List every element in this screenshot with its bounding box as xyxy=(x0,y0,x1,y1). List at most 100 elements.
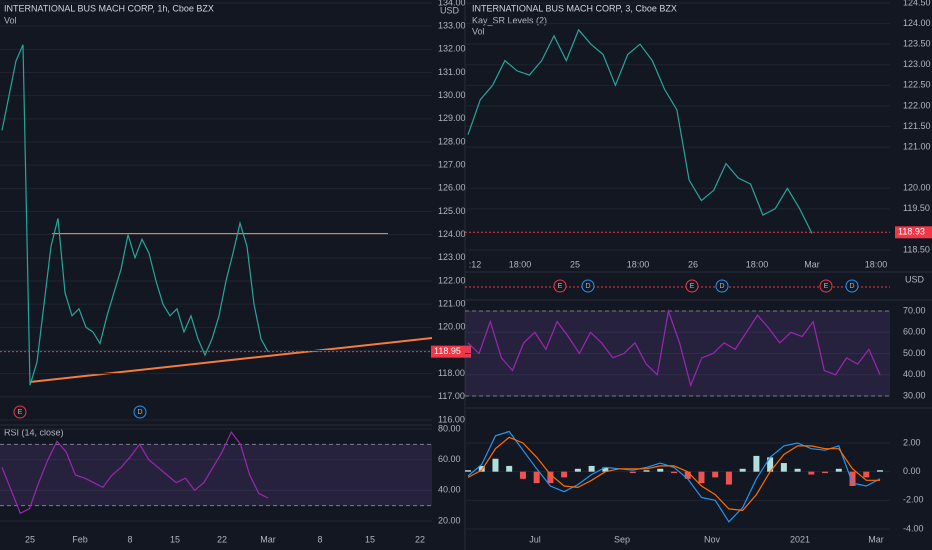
price-label: 118.95 xyxy=(434,346,461,356)
y-tick-label: 123.00 xyxy=(903,59,931,69)
y-tick-label: -4.00 xyxy=(903,523,924,533)
rsi-band xyxy=(465,311,890,396)
histogram-bar xyxy=(698,471,705,484)
series-line xyxy=(1,430,269,515)
rsi-label: RSI (14, close) xyxy=(4,427,64,437)
y-tick-label: 30.00 xyxy=(903,390,926,400)
x-tick-label: 18:00 xyxy=(509,259,532,269)
y-tick-label: 132.00 xyxy=(438,44,466,54)
x-tick-label: Mar xyxy=(804,259,820,269)
histogram-bar xyxy=(588,465,595,472)
event-label: D xyxy=(719,283,724,290)
histogram-bar xyxy=(671,471,677,474)
x-tick-label: 25 xyxy=(570,259,580,269)
event-label: D xyxy=(137,409,142,416)
y-tick-label: 127.00 xyxy=(438,160,466,170)
series-line xyxy=(1,44,269,386)
event-marker xyxy=(553,279,567,293)
y-tick-label: 60.00 xyxy=(903,327,926,337)
y-tick-label: 118.00 xyxy=(438,368,465,378)
y-tick-label: 124.50 xyxy=(903,0,931,7)
histogram-bar xyxy=(643,470,650,472)
y-tick-label: 134.00 xyxy=(438,0,466,7)
y-tick-label: 120.00 xyxy=(903,183,931,193)
rsi-band xyxy=(0,444,432,506)
event-label: E xyxy=(690,283,695,290)
histogram-bar xyxy=(492,458,499,472)
y-tick-label: 116.00 xyxy=(438,414,465,424)
y-tick-label: 123.50 xyxy=(903,39,931,49)
histogram-bar xyxy=(533,471,540,484)
histogram-bar xyxy=(684,471,691,479)
histogram-bar xyxy=(478,465,485,472)
y-tick-label: 60.00 xyxy=(438,454,461,464)
x-tick-label: Mar xyxy=(260,534,276,544)
x-tick-label: Mar xyxy=(868,534,884,544)
price-label: 118.93 xyxy=(898,227,925,237)
price-tag xyxy=(895,226,932,239)
y-tick-label: 120.00 xyxy=(438,322,466,332)
series-line xyxy=(467,308,881,388)
histogram-bar xyxy=(739,468,746,472)
y-tick-label: 40.00 xyxy=(903,369,926,379)
y-tick-label: 121.50 xyxy=(903,121,931,131)
y-tick-label: 129.00 xyxy=(438,113,466,123)
histogram-bar xyxy=(574,468,581,472)
left-title: INTERNATIONAL BUS MACH CORP, 1h, Cboe BZ… xyxy=(4,3,214,13)
histogram-bar xyxy=(849,471,856,486)
histogram-bar xyxy=(519,471,526,479)
y-tick-label: 0.00 xyxy=(903,466,921,476)
histogram-bar xyxy=(877,470,883,472)
event-label: E xyxy=(558,283,563,290)
histogram-bar xyxy=(780,463,787,472)
y-tick-label: 130.00 xyxy=(438,90,466,100)
histogram-bar xyxy=(725,471,732,485)
y-tick-label: 124.00 xyxy=(903,18,931,28)
y-tick-label: 119.50 xyxy=(903,203,930,213)
y-tick-label: 126.00 xyxy=(438,183,466,193)
x-tick-label: 22 xyxy=(217,534,227,544)
y-tick-label: 133.00 xyxy=(438,21,466,31)
x-tick-label: 25 xyxy=(25,534,35,544)
x-tick-label: 8 xyxy=(317,534,322,544)
y-tick-label: 122.50 xyxy=(903,80,931,90)
y-tick-label: 122.00 xyxy=(903,100,931,110)
event-label: E xyxy=(18,409,23,416)
event-label: E xyxy=(824,283,829,290)
y-tick-label: 70.00 xyxy=(903,305,926,315)
histogram-bar xyxy=(808,471,815,475)
histogram-bar xyxy=(835,468,842,472)
event-marker xyxy=(133,405,147,419)
y-tick-label: 118.50 xyxy=(903,244,930,254)
x-tick-label: 8 xyxy=(127,534,132,544)
x-tick-label: 18:00 xyxy=(746,259,769,269)
y-tick-label: 123.00 xyxy=(438,252,466,262)
x-tick-label: Sep xyxy=(614,534,630,544)
x-tick-label: 22 xyxy=(415,534,425,544)
y-tick-label: 40.00 xyxy=(438,485,461,495)
x-tick-label: 26 xyxy=(688,259,698,269)
histogram-bar xyxy=(794,468,801,472)
y-tick-label: 122.00 xyxy=(438,275,466,285)
series-line xyxy=(467,430,881,523)
x-tick-label: Jul xyxy=(529,534,541,544)
x-tick-label: 18:00 xyxy=(865,259,888,269)
x-tick-label: 15 xyxy=(170,534,180,544)
vol-label: Vol xyxy=(472,26,485,36)
vol-label: Vol xyxy=(4,15,17,25)
y-tick-label: 125.00 xyxy=(438,206,466,216)
x-tick-label: 18:00 xyxy=(627,259,650,269)
y-tick-label: 80.00 xyxy=(438,423,461,433)
series-line xyxy=(467,436,880,512)
histogram-bar xyxy=(506,465,513,472)
event-marker xyxy=(13,405,27,419)
event-marker xyxy=(715,279,729,293)
unit-label: USD xyxy=(440,5,460,15)
x-tick-label: 2021 xyxy=(790,534,810,544)
y-tick-label: 131.00 xyxy=(438,67,466,77)
x-tick-label: Nov xyxy=(704,534,721,544)
y-tick-label: 128.00 xyxy=(438,136,466,146)
histogram-bar xyxy=(602,467,609,472)
